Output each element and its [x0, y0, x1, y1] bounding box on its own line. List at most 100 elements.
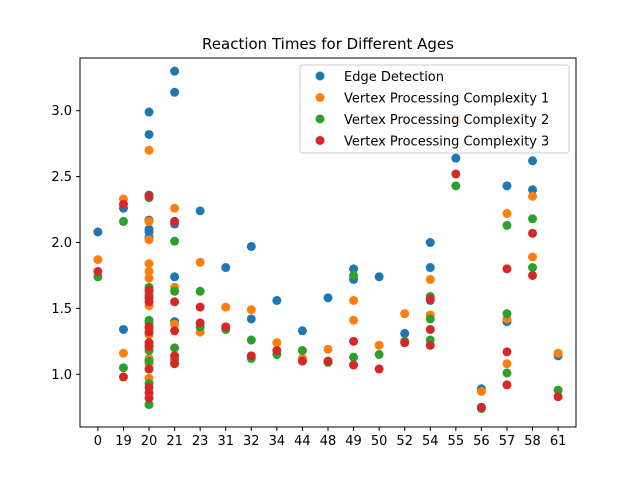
data-point [170, 286, 180, 296]
data-point [502, 264, 512, 274]
data-point [170, 319, 180, 329]
data-point [144, 191, 154, 201]
data-point [502, 347, 512, 357]
data-point [118, 216, 128, 226]
data-point [144, 107, 154, 117]
x-tick-label: 58 [524, 434, 541, 449]
x-tick-label: 44 [294, 434, 311, 449]
x-tick-label: 52 [396, 434, 413, 449]
data-point [528, 214, 538, 224]
data-point [476, 402, 486, 412]
y-tick-label: 1.5 [51, 302, 72, 317]
y-tick-label: 2.0 [51, 236, 72, 251]
legend: Edge Detection Vertex Processing Complexi… [299, 64, 570, 154]
data-point [528, 228, 538, 238]
data-point [195, 286, 205, 296]
data-point [195, 302, 205, 312]
x-tick-label: 57 [499, 434, 516, 449]
data-point [195, 206, 205, 216]
legend-label: Edge Detection [344, 70, 444, 85]
data-point [195, 318, 205, 328]
legend-label: Vertex Processing Complexity 2 [344, 113, 549, 128]
data-point [144, 342, 154, 352]
data-point [118, 199, 128, 209]
data-point [502, 309, 512, 319]
series-4 [93, 169, 563, 412]
data-point [170, 66, 180, 76]
data-point [170, 203, 180, 213]
legend-label: Vertex Processing Complexity 1 [344, 92, 549, 107]
x-tick-label: 34 [269, 434, 286, 449]
data-point [170, 87, 180, 97]
data-point [553, 348, 563, 358]
x-tick-label: 19 [115, 434, 132, 449]
data-point [425, 238, 435, 247]
data-point [144, 327, 154, 337]
data-point [502, 359, 512, 369]
data-point [323, 356, 333, 366]
data-point [502, 181, 512, 191]
data-point [528, 270, 538, 280]
data-point [425, 294, 435, 304]
data-point [528, 252, 538, 262]
data-point [118, 324, 128, 334]
x-tick-label: 31 [217, 434, 234, 449]
data-point [246, 305, 256, 315]
data-point [144, 216, 154, 226]
data-point [451, 153, 461, 163]
data-point [476, 386, 486, 396]
data-point [374, 364, 384, 374]
data-point [246, 241, 256, 251]
x-tick-label: 21 [166, 434, 183, 449]
legend-marker [315, 136, 325, 145]
data-point [272, 346, 282, 356]
data-point [93, 266, 103, 276]
data-point [144, 129, 154, 139]
data-point [93, 227, 103, 237]
y-tick-label: 1.0 [51, 368, 72, 383]
data-point [400, 328, 410, 338]
data-point [528, 156, 538, 166]
data-point [528, 263, 538, 273]
data-point [118, 348, 128, 358]
data-point [502, 368, 512, 378]
data-point [144, 235, 154, 245]
data-point [349, 295, 359, 305]
x-tick-label: 55 [448, 434, 465, 449]
data-point [221, 302, 231, 312]
data-point [144, 145, 154, 155]
axes: 0 19 20 21 23 31 32 34 44 48 49 50 52 54 55 56 57 58 61 1.0… [51, 57, 577, 449]
data-point [272, 338, 282, 348]
y-tick-label: 2.5 [51, 170, 72, 185]
data-point [297, 346, 307, 356]
data-point [425, 324, 435, 334]
data-point [425, 274, 435, 284]
data-point [528, 185, 538, 195]
data-point [400, 309, 410, 319]
x-tick-label: 0 [94, 434, 102, 449]
data-point [221, 322, 231, 332]
data-point [272, 295, 282, 305]
data-point [93, 255, 103, 265]
data-point [170, 216, 180, 226]
data-point [374, 340, 384, 350]
data-point [425, 340, 435, 350]
x-tick-label: 20 [141, 434, 158, 449]
legend-box [299, 64, 570, 154]
data-point [170, 351, 180, 361]
data-point [144, 259, 154, 269]
data-point [349, 360, 359, 370]
x-tick-label: 61 [550, 434, 567, 449]
data-point [349, 352, 359, 362]
x-tick-label: 48 [320, 434, 337, 449]
data-point [144, 297, 154, 307]
data-point [374, 272, 384, 282]
data-point [170, 272, 180, 282]
x-tick-label: 32 [243, 434, 260, 449]
data-point [425, 314, 435, 324]
data-point [118, 363, 128, 373]
data-point [144, 393, 154, 403]
legend-marker [315, 114, 325, 124]
data-point [144, 266, 154, 276]
